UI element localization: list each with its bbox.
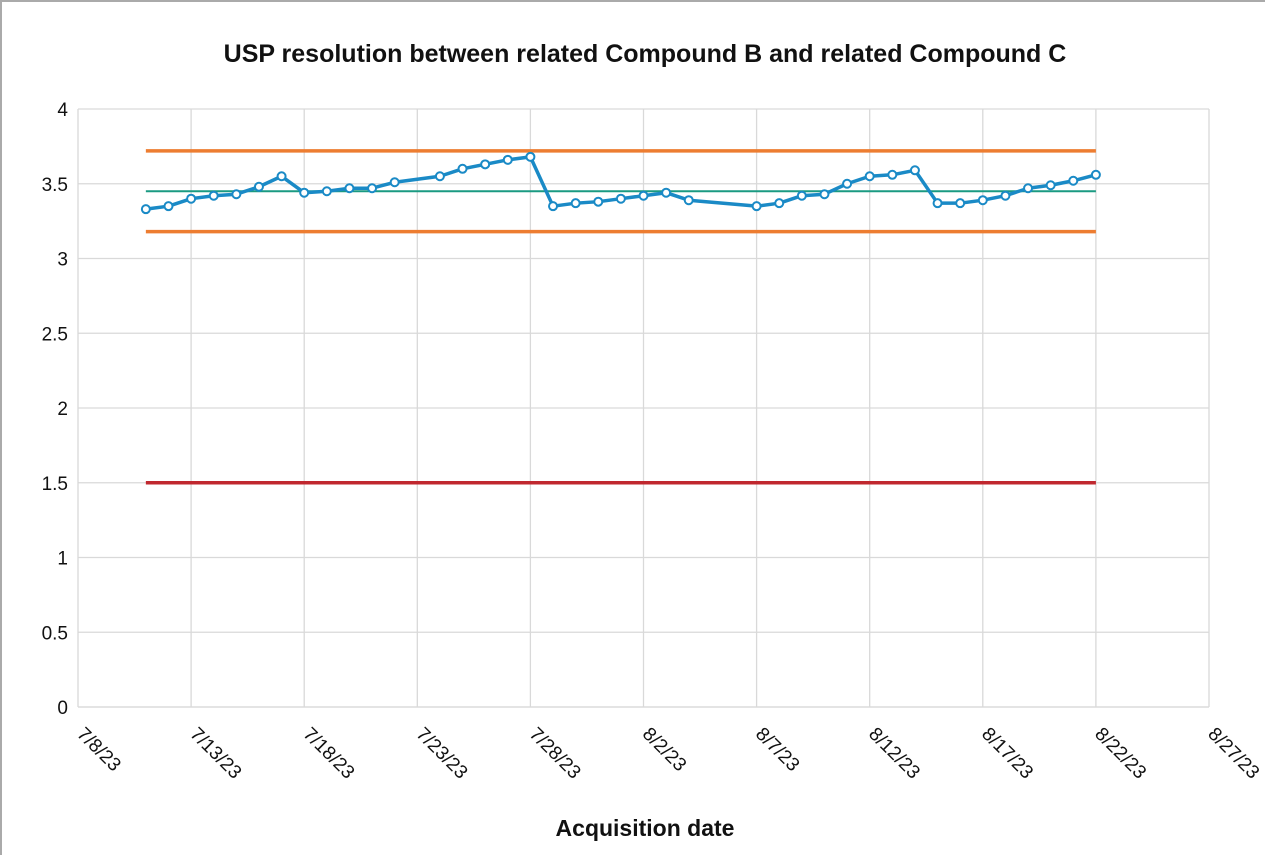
y-tick-label: 1.5 bbox=[42, 474, 68, 495]
data-point bbox=[389, 177, 400, 188]
x-axis-title: Acquisition date bbox=[556, 815, 735, 841]
data-point bbox=[615, 193, 626, 204]
y-tick-label: 3.5 bbox=[42, 175, 68, 196]
data-point bbox=[683, 195, 694, 206]
data-point bbox=[140, 204, 151, 215]
data-point bbox=[887, 169, 898, 180]
data-point bbox=[525, 151, 536, 162]
data-point bbox=[864, 171, 875, 182]
data-point bbox=[661, 187, 672, 198]
data-point bbox=[570, 198, 581, 209]
data-point bbox=[480, 159, 491, 170]
data-point bbox=[321, 186, 332, 197]
data-point bbox=[253, 181, 264, 192]
data-point bbox=[186, 193, 197, 204]
data-point bbox=[231, 189, 242, 200]
data-point bbox=[819, 189, 830, 200]
data-point bbox=[548, 201, 559, 212]
data-point bbox=[955, 198, 966, 209]
y-tick-label: 0 bbox=[57, 698, 68, 719]
data-point bbox=[796, 190, 807, 201]
data-point bbox=[1090, 169, 1101, 180]
y-tick-label: 2.5 bbox=[42, 324, 68, 345]
chart-title: USP resolution between related Compound … bbox=[224, 40, 1067, 68]
y-tick-label: 1 bbox=[57, 549, 68, 570]
data-point bbox=[1000, 190, 1011, 201]
data-point bbox=[208, 190, 219, 201]
data-line bbox=[145, 155, 1097, 211]
data-point bbox=[434, 171, 445, 182]
data-point bbox=[932, 198, 943, 209]
data-point bbox=[842, 178, 853, 189]
data-point bbox=[1068, 175, 1079, 186]
y-tick-label: 2 bbox=[57, 399, 68, 420]
data-point bbox=[299, 187, 310, 198]
data-point bbox=[977, 195, 988, 206]
data-point bbox=[502, 154, 513, 165]
data-point bbox=[457, 163, 468, 174]
data-point bbox=[344, 183, 355, 194]
data-point bbox=[774, 198, 785, 209]
data-point bbox=[909, 165, 920, 176]
data-point bbox=[163, 201, 174, 212]
data-point bbox=[593, 196, 604, 207]
data-point bbox=[367, 183, 378, 194]
data-point bbox=[1023, 183, 1034, 194]
data-point bbox=[751, 201, 762, 212]
y-tick-label: 3 bbox=[57, 250, 68, 271]
data-point bbox=[638, 190, 649, 201]
y-tick-label: 0.5 bbox=[42, 623, 68, 644]
y-tick-label: 4 bbox=[57, 100, 68, 121]
data-point bbox=[276, 171, 287, 182]
data-point bbox=[1045, 180, 1056, 191]
